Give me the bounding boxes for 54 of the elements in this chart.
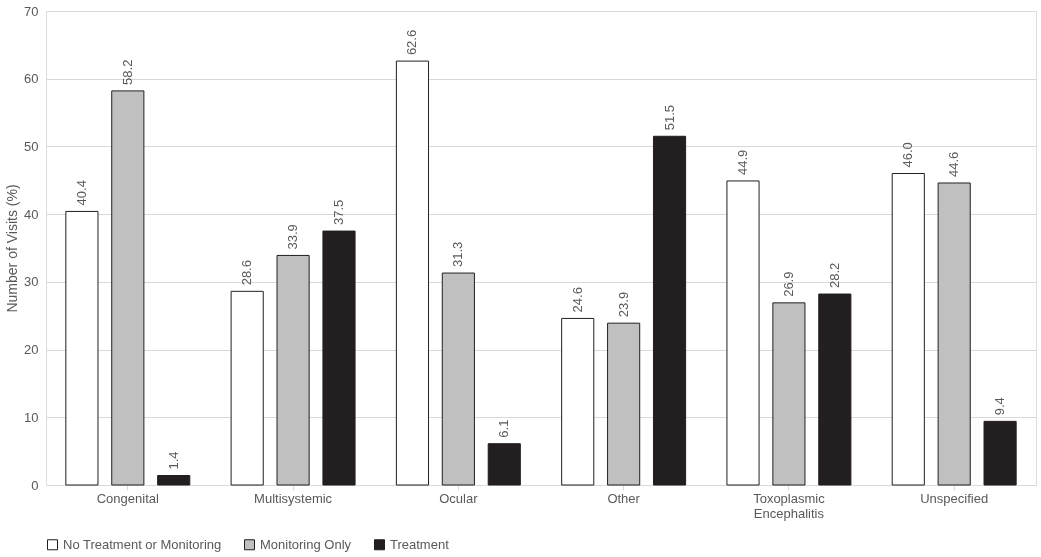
bar: [983, 420, 1017, 486]
x-tick-label: Congenital: [96, 490, 159, 506]
bar: [652, 135, 687, 486]
data-label: 26.9: [780, 271, 796, 297]
data-label: 1.4: [165, 451, 181, 470]
data-label: 51.5: [661, 104, 677, 131]
y-tick-label: 70: [24, 3, 39, 19]
bar: [230, 290, 264, 486]
y-tick-label: 10: [24, 409, 39, 425]
bar: [111, 90, 145, 486]
bar: [726, 180, 760, 486]
bar: [818, 293, 852, 486]
data-label: 23.9: [615, 291, 631, 318]
data-label: 28.6: [239, 260, 255, 286]
bar: [607, 322, 641, 486]
legend-label: Treatment: [390, 536, 450, 552]
x-tick-label: Multisystemic: [254, 490, 333, 506]
bar: [772, 302, 806, 486]
y-tick-label: 20: [24, 342, 39, 358]
bar: [276, 254, 310, 486]
bar: [937, 182, 971, 486]
y-tick-label: 60: [24, 71, 39, 87]
bar: [395, 60, 430, 486]
bar: [441, 272, 475, 486]
data-label: 58.2: [119, 59, 135, 85]
x-tick-label: Toxoplasmic Encephalitis: [753, 490, 826, 521]
data-label: 44.9: [735, 149, 750, 175]
data-label: 46.0: [900, 142, 916, 168]
data-label: 9.4: [992, 397, 1008, 416]
data-label: 24.6: [569, 287, 585, 313]
data-label: 6.1: [496, 419, 512, 438]
bar: [157, 475, 191, 486]
data-label: 62.6: [404, 29, 420, 56]
data-label: 37.5: [331, 199, 346, 226]
y-tick-label: 40: [24, 206, 39, 222]
data-label: 31.3: [450, 241, 466, 268]
y-tick-label: 50: [24, 138, 39, 154]
bar: [322, 230, 356, 486]
data-label: 33.9: [285, 224, 301, 250]
bar: [891, 173, 925, 486]
legend-label: No Treatment or Monitoring: [63, 536, 222, 552]
y-tick-label: 30: [24, 274, 39, 290]
legend-label: Monitoring Only: [260, 536, 352, 552]
bar: [65, 210, 99, 486]
y-axis-title: Number of Visits (%): [4, 184, 21, 313]
bar: [487, 443, 521, 486]
y-tick-label: 0: [31, 477, 39, 493]
x-tick-label: Unspecified: [920, 490, 989, 506]
data-label: 44.6: [946, 151, 962, 177]
data-label: 40.4: [73, 180, 89, 206]
data-label: 28.2: [826, 262, 842, 289]
x-tick-label: Ocular: [439, 490, 479, 506]
x-tick-label: Other: [607, 490, 641, 506]
bar: [561, 317, 595, 486]
